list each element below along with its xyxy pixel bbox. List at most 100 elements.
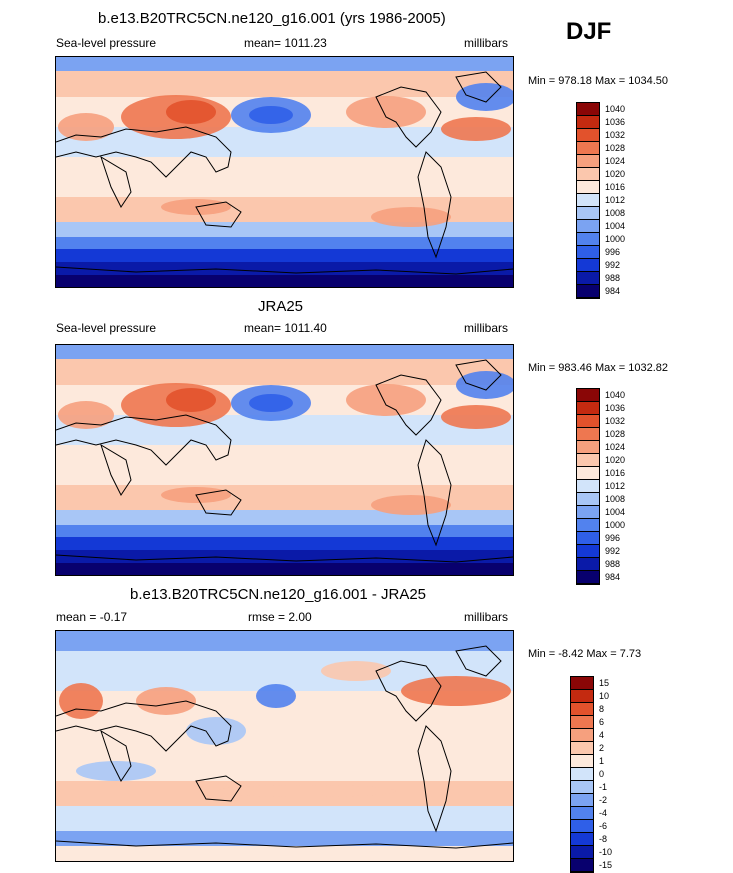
- panel1-variable-label: Sea-level pressure: [56, 36, 157, 50]
- colorbar-swatch: [577, 571, 599, 584]
- colorbar-tick-label: 1000: [605, 234, 626, 244]
- coastline: [100, 155, 132, 208]
- colorbar-tick-label: 1016: [605, 182, 626, 192]
- colorbar-tick-label: 1032: [605, 416, 626, 426]
- colorbar-tick-label: 1028: [605, 429, 626, 439]
- colorbar-swatch: [571, 729, 593, 742]
- panel3-colorbar: 15 10 8 6 4 2 1 0 -1 -2 -4 -6 -8 -10 -15: [570, 676, 612, 873]
- colorbar-tick-label: 992: [605, 260, 621, 270]
- colorbar-swatch: [571, 768, 593, 781]
- colorbar-tick-label: 984: [605, 572, 621, 582]
- panel3-mean-label: mean = -0.17: [56, 610, 128, 624]
- colorbar-swatch: [577, 155, 599, 168]
- panel2-title: JRA25: [258, 298, 304, 315]
- colorbar-swatch: [577, 558, 599, 571]
- field-band: [56, 222, 513, 237]
- colorbar-swatch: [577, 246, 599, 259]
- coastline: [195, 201, 242, 228]
- colorbar-tick-label: 0: [599, 769, 605, 779]
- colorbar-swatch: [577, 402, 599, 415]
- colorbar-tick-label: 10: [599, 691, 610, 701]
- field-blob: [58, 113, 114, 141]
- field-blob: [401, 676, 511, 706]
- colorbar-swatch: [577, 415, 599, 428]
- field-blob: [249, 394, 293, 412]
- field-band: [56, 71, 513, 97]
- colorbar-tick-label: 1016: [605, 468, 626, 478]
- colorbar-tick-label: 988: [605, 273, 621, 283]
- colorbar-swatch: [577, 389, 599, 402]
- colorbar-tick-label: -10: [599, 847, 613, 857]
- colorbar-tick-label: 1024: [605, 156, 626, 166]
- panel1-minmax-label: Min = 978.18 Max = 1034.50: [528, 75, 669, 87]
- field-blob: [456, 371, 513, 399]
- colorbar-tick-label: 1024: [605, 442, 626, 452]
- colorbar-tick-label: 1004: [605, 507, 626, 517]
- panel2-map: [55, 344, 514, 576]
- colorbar-tick-label: 15: [599, 678, 610, 688]
- field-blob: [321, 661, 391, 681]
- coastline: [417, 725, 452, 833]
- colorbar-tick-label: 996: [605, 533, 621, 543]
- coastline: [195, 775, 242, 802]
- coastline: [56, 554, 513, 563]
- colorbar-swatch: [577, 116, 599, 129]
- field-band: [56, 262, 513, 275]
- colorbar-swatch: [571, 742, 593, 755]
- panel3-map: [55, 630, 514, 862]
- coastline: [375, 660, 442, 722]
- panel2-colorbar: 1040 1036 1032 1028 1024 1020 1016 1012 1008 1004…: [576, 388, 625, 585]
- map-field: [56, 631, 513, 861]
- colorbar-swatch: [571, 690, 593, 703]
- field-blob: [216, 785, 396, 797]
- panel1-title: b.e13.B20TRC5CN.ne120_g16.001 (yrs 1986-…: [98, 10, 446, 27]
- map-field: [56, 57, 513, 287]
- field-blob: [136, 687, 196, 715]
- field-band: [56, 631, 513, 651]
- colorbar-tick-label: 1000: [605, 520, 626, 530]
- colorbar-tick-label: 996: [605, 247, 621, 257]
- colorbar-swatch: [571, 807, 593, 820]
- field-band: [56, 359, 513, 385]
- colorbar-swatch: [571, 846, 593, 859]
- field-band: [56, 563, 513, 575]
- colorbar-swatch: [577, 103, 599, 116]
- colorbar-tick-label: 1032: [605, 130, 626, 140]
- panel1-units-label: millibars: [464, 36, 509, 50]
- colorbar-swatch: [571, 716, 593, 729]
- colorbar-swatch: [577, 441, 599, 454]
- field-band: [56, 806, 513, 831]
- colorbar-tick-label: 1008: [605, 494, 626, 504]
- panel3-title: b.e13.B20TRC5CN.ne120_g16.001 - JRA25: [130, 586, 427, 603]
- colorbar-swatch: [577, 480, 599, 493]
- colorbar-swatch: [577, 428, 599, 441]
- colorbar-tick-label: 1020: [605, 169, 626, 179]
- colorbar-swatch: [577, 181, 599, 194]
- coastline: [100, 729, 132, 782]
- field-blob: [59, 683, 103, 719]
- colorbar-swatch: [577, 467, 599, 480]
- colorbar-swatch: [577, 519, 599, 532]
- field-band: [56, 846, 513, 861]
- coastline: [100, 443, 132, 496]
- colorbar-tick-label: 1040: [605, 104, 626, 114]
- colorbar-swatch: [577, 506, 599, 519]
- field-blob: [346, 384, 426, 416]
- colorbar-swatch: [577, 233, 599, 246]
- colorbar-swatch: [577, 532, 599, 545]
- colorbar-swatch: [577, 168, 599, 181]
- colorbar-tick-label: 1004: [605, 221, 626, 231]
- field-blob: [166, 388, 216, 412]
- field-band: [56, 345, 513, 359]
- field-band: [56, 237, 513, 249]
- colorbar-swatch: [571, 794, 593, 807]
- field-band: [56, 550, 513, 563]
- field-blob: [456, 83, 513, 111]
- colorbar-tick-label: 2: [599, 743, 605, 753]
- colorbar-tick-label: -15: [599, 860, 613, 870]
- coastline: [56, 840, 513, 849]
- colorbar-swatch: [577, 285, 599, 298]
- field-band: [56, 415, 513, 445]
- field-band: [56, 157, 513, 197]
- colorbar-swatch: [571, 755, 593, 768]
